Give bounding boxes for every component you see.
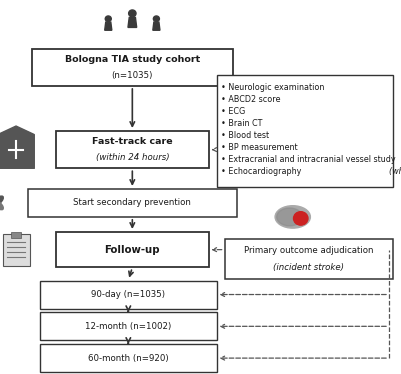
FancyBboxPatch shape [56,232,209,267]
Text: Primary outcome adjudication: Primary outcome adjudication [244,246,373,255]
FancyBboxPatch shape [2,234,30,266]
Text: (incident stroke): (incident stroke) [273,263,344,272]
Text: • Echocardiography: • Echocardiography [221,167,304,176]
Text: (n=1035): (n=1035) [111,71,153,80]
FancyBboxPatch shape [28,189,237,217]
Text: Start secondary prevention: Start secondary prevention [73,198,191,208]
Polygon shape [153,22,160,30]
Ellipse shape [277,208,302,226]
Ellipse shape [0,196,3,206]
Ellipse shape [294,212,308,225]
FancyBboxPatch shape [0,134,34,168]
Text: 12-month (n=1002): 12-month (n=1002) [85,322,172,331]
Polygon shape [0,126,34,134]
Text: • BP measurement: • BP measurement [221,143,298,152]
Text: 60-month (n=920): 60-month (n=920) [88,353,169,363]
FancyBboxPatch shape [32,49,233,86]
Text: • Neurologic examination: • Neurologic examination [221,83,325,92]
Ellipse shape [275,206,310,228]
Text: (when needed): (when needed) [389,167,401,176]
FancyBboxPatch shape [217,75,393,187]
FancyBboxPatch shape [11,232,22,238]
Polygon shape [105,22,112,30]
Text: • Extracranial and intracranial vessel study: • Extracranial and intracranial vessel s… [221,155,396,164]
FancyBboxPatch shape [40,280,217,309]
Text: • Blood test: • Blood test [221,131,269,140]
Text: • ABCD2 score: • ABCD2 score [221,95,281,104]
Text: • Brain CT: • Brain CT [221,119,263,128]
Text: (within 24 hours): (within 24 hours) [95,153,169,162]
Circle shape [129,10,136,17]
Polygon shape [128,18,137,27]
FancyBboxPatch shape [40,312,217,340]
Text: Fast-track care: Fast-track care [92,137,173,146]
Text: Follow-up: Follow-up [105,245,160,255]
Text: • ECG: • ECG [221,107,245,116]
FancyBboxPatch shape [225,239,393,279]
Circle shape [105,16,111,22]
Ellipse shape [0,200,3,210]
Circle shape [153,16,160,22]
FancyBboxPatch shape [40,344,217,372]
Text: 90-day (n=1035): 90-day (n=1035) [91,290,165,299]
Text: Bologna TIA study cohort: Bologna TIA study cohort [65,55,200,64]
FancyBboxPatch shape [56,131,209,168]
